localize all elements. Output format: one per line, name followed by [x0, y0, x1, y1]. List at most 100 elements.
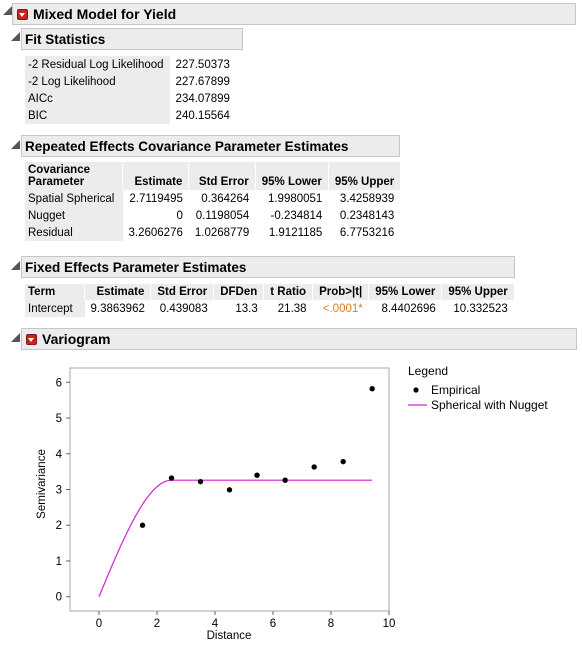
lower-cell: 8.4402696 [381, 302, 436, 315]
fixed-effects-table: Term Estimate Std Error DFDen t Ratio Pr… [25, 284, 514, 317]
x-axis-label: Distance [207, 630, 252, 642]
y-tick-label: 3 [56, 485, 62, 497]
repeated-effects-header: Repeated Effects Covariance Parameter Es… [21, 135, 400, 157]
x-tick-label: 4 [212, 618, 219, 630]
y-axis-label: Semivariance [36, 449, 48, 519]
param-name: Residual [25, 224, 123, 241]
collapse-disclosure-icon[interactable] [11, 261, 20, 270]
report-header: Mixed Model for Yield [12, 3, 576, 25]
dfden-cell: 13.3 [235, 302, 258, 315]
collapse-disclosure-icon[interactable] [11, 333, 20, 342]
variogram-header: Variogram [21, 328, 577, 350]
t-ratio-cell: 21.38 [277, 302, 307, 315]
table-row: -2 Log Likelihood 227.67899 [25, 73, 236, 90]
col-header-upper[interactable]: 95% Upper [441, 284, 514, 300]
stat-value: 227.67899 [175, 75, 230, 88]
estimate-cell: 9.3863962 [90, 302, 145, 315]
col-header-dfden[interactable]: DFDen [213, 284, 264, 300]
empirical-point[interactable] [197, 478, 204, 485]
legend-model-label[interactable]: Spherical with Nugget [431, 398, 548, 412]
col-header-std-error[interactable]: Std Error [188, 162, 256, 190]
fixed-effects-title: Fixed Effects Parameter Estimates [25, 259, 247, 275]
legend-empirical-label[interactable]: Empirical [431, 383, 480, 397]
std-error-cell: 1.0268779 [194, 226, 250, 239]
stat-label: AICc [25, 90, 170, 107]
x-tick-label: 10 [383, 618, 396, 630]
param-name: Nugget [25, 207, 123, 224]
stat-label: -2 Residual Log Likelihood [25, 56, 170, 73]
table-row: Nugget 0 0.1198054 -0.234814 0.2348143 [25, 207, 400, 224]
table-row: BIC 240.15564 [25, 107, 236, 124]
collapse-disclosure-icon[interactable] [3, 6, 12, 15]
empirical-point[interactable] [369, 386, 375, 392]
y-tick-label: 6 [56, 377, 62, 389]
empirical-point[interactable] [168, 475, 175, 481]
model-curve [98, 479, 373, 597]
y-tick-label: 1 [56, 556, 62, 568]
std-error-cell: 0.364264 [201, 192, 250, 205]
col-header-term[interactable]: Term [25, 284, 85, 300]
col-header-lower[interactable]: 95% Lower [368, 284, 442, 300]
legend: Legend Empirical Spherical with Nugget [408, 364, 548, 412]
col-header-line1: Covariance [28, 164, 91, 176]
empirical-point[interactable] [282, 477, 288, 483]
x-tick-label: 8 [328, 618, 334, 630]
term-name: Intercept [25, 300, 85, 317]
legend-title: Legend [408, 364, 448, 378]
variogram-title: Variogram [42, 331, 111, 347]
stat-value: 240.15564 [175, 109, 230, 122]
empirical-point[interactable] [340, 458, 346, 465]
y-tick-label: 5 [56, 413, 62, 425]
estimate-cell: 3.2606276 [128, 226, 183, 239]
table-row: AICc 234.07899 [25, 90, 236, 107]
col-header-line2: Parameter [28, 176, 85, 188]
table-row: -2 Residual Log Likelihood 227.50373 [25, 56, 236, 73]
repeated-effects-title: Repeated Effects Covariance Parameter Es… [25, 138, 349, 154]
x-tick-label: 2 [154, 618, 160, 630]
estimate-cell: 0 [176, 209, 183, 222]
upper-cell: 0.2348143 [339, 209, 395, 222]
col-header-estimate[interactable]: Estimate [83, 284, 151, 300]
upper-cell: 3.4258939 [339, 192, 395, 205]
fit-statistics-table: -2 Residual Log Likelihood 227.50373 -2 … [25, 56, 236, 124]
stat-label: BIC [25, 107, 170, 124]
col-header-estimate[interactable]: Estimate [121, 162, 189, 190]
stat-value: 227.50373 [175, 58, 230, 71]
red-triangle-menu-icon[interactable] [26, 333, 37, 345]
legend-point-marker [413, 387, 419, 393]
y-tick-label: 0 [56, 592, 62, 604]
empirical-point[interactable] [226, 487, 233, 493]
fixed-effects-header: Fixed Effects Parameter Estimates [21, 256, 515, 278]
col-header-upper[interactable]: 95% Upper [327, 162, 401, 190]
upper-cell: 10.332523 [453, 302, 508, 315]
std-error-cell: 0.1198054 [195, 209, 250, 222]
report-title: Mixed Model for Yield [33, 6, 177, 22]
table-row: Spatial Spherical 2.7119495 0.364264 1.9… [25, 190, 400, 207]
lower-cell: 1.9121185 [268, 226, 323, 239]
col-header-std-error[interactable]: Std Error [150, 284, 214, 300]
estimate-cell: 2.7119495 [129, 192, 183, 205]
col-header-prob[interactable]: Prob>|t| [312, 284, 369, 300]
collapse-disclosure-icon[interactable] [11, 140, 20, 149]
prob-cell: <.0001* [322, 302, 363, 315]
x-tick-label: 6 [270, 618, 276, 630]
fit-statistics-title: Fit Statistics [25, 31, 106, 47]
y-tick-label: 2 [56, 520, 62, 532]
empirical-point[interactable] [311, 464, 317, 470]
col-header-t-ratio[interactable]: t Ratio [263, 284, 313, 300]
param-name: Spatial Spherical [25, 190, 123, 207]
x-tick-label: 0 [96, 618, 102, 630]
upper-cell: 6.7753216 [339, 226, 395, 239]
col-header-lower[interactable]: 95% Lower [254, 162, 329, 190]
lower-cell: -0.234814 [270, 209, 323, 222]
collapse-disclosure-icon[interactable] [11, 32, 20, 41]
stat-value: 234.07899 [175, 92, 230, 105]
repeated-effects-table: Covariance Parameter Estimate Std Error … [25, 162, 401, 241]
empirical-point[interactable] [254, 472, 260, 478]
stat-label: -2 Log Likelihood [25, 73, 170, 90]
red-triangle-menu-icon[interactable] [17, 8, 28, 20]
col-header-covariance-parameter[interactable]: Covariance Parameter [25, 162, 123, 190]
empirical-point[interactable] [139, 522, 146, 528]
table-row: Residual 3.2606276 1.0268779 1.9121185 6… [25, 224, 400, 241]
